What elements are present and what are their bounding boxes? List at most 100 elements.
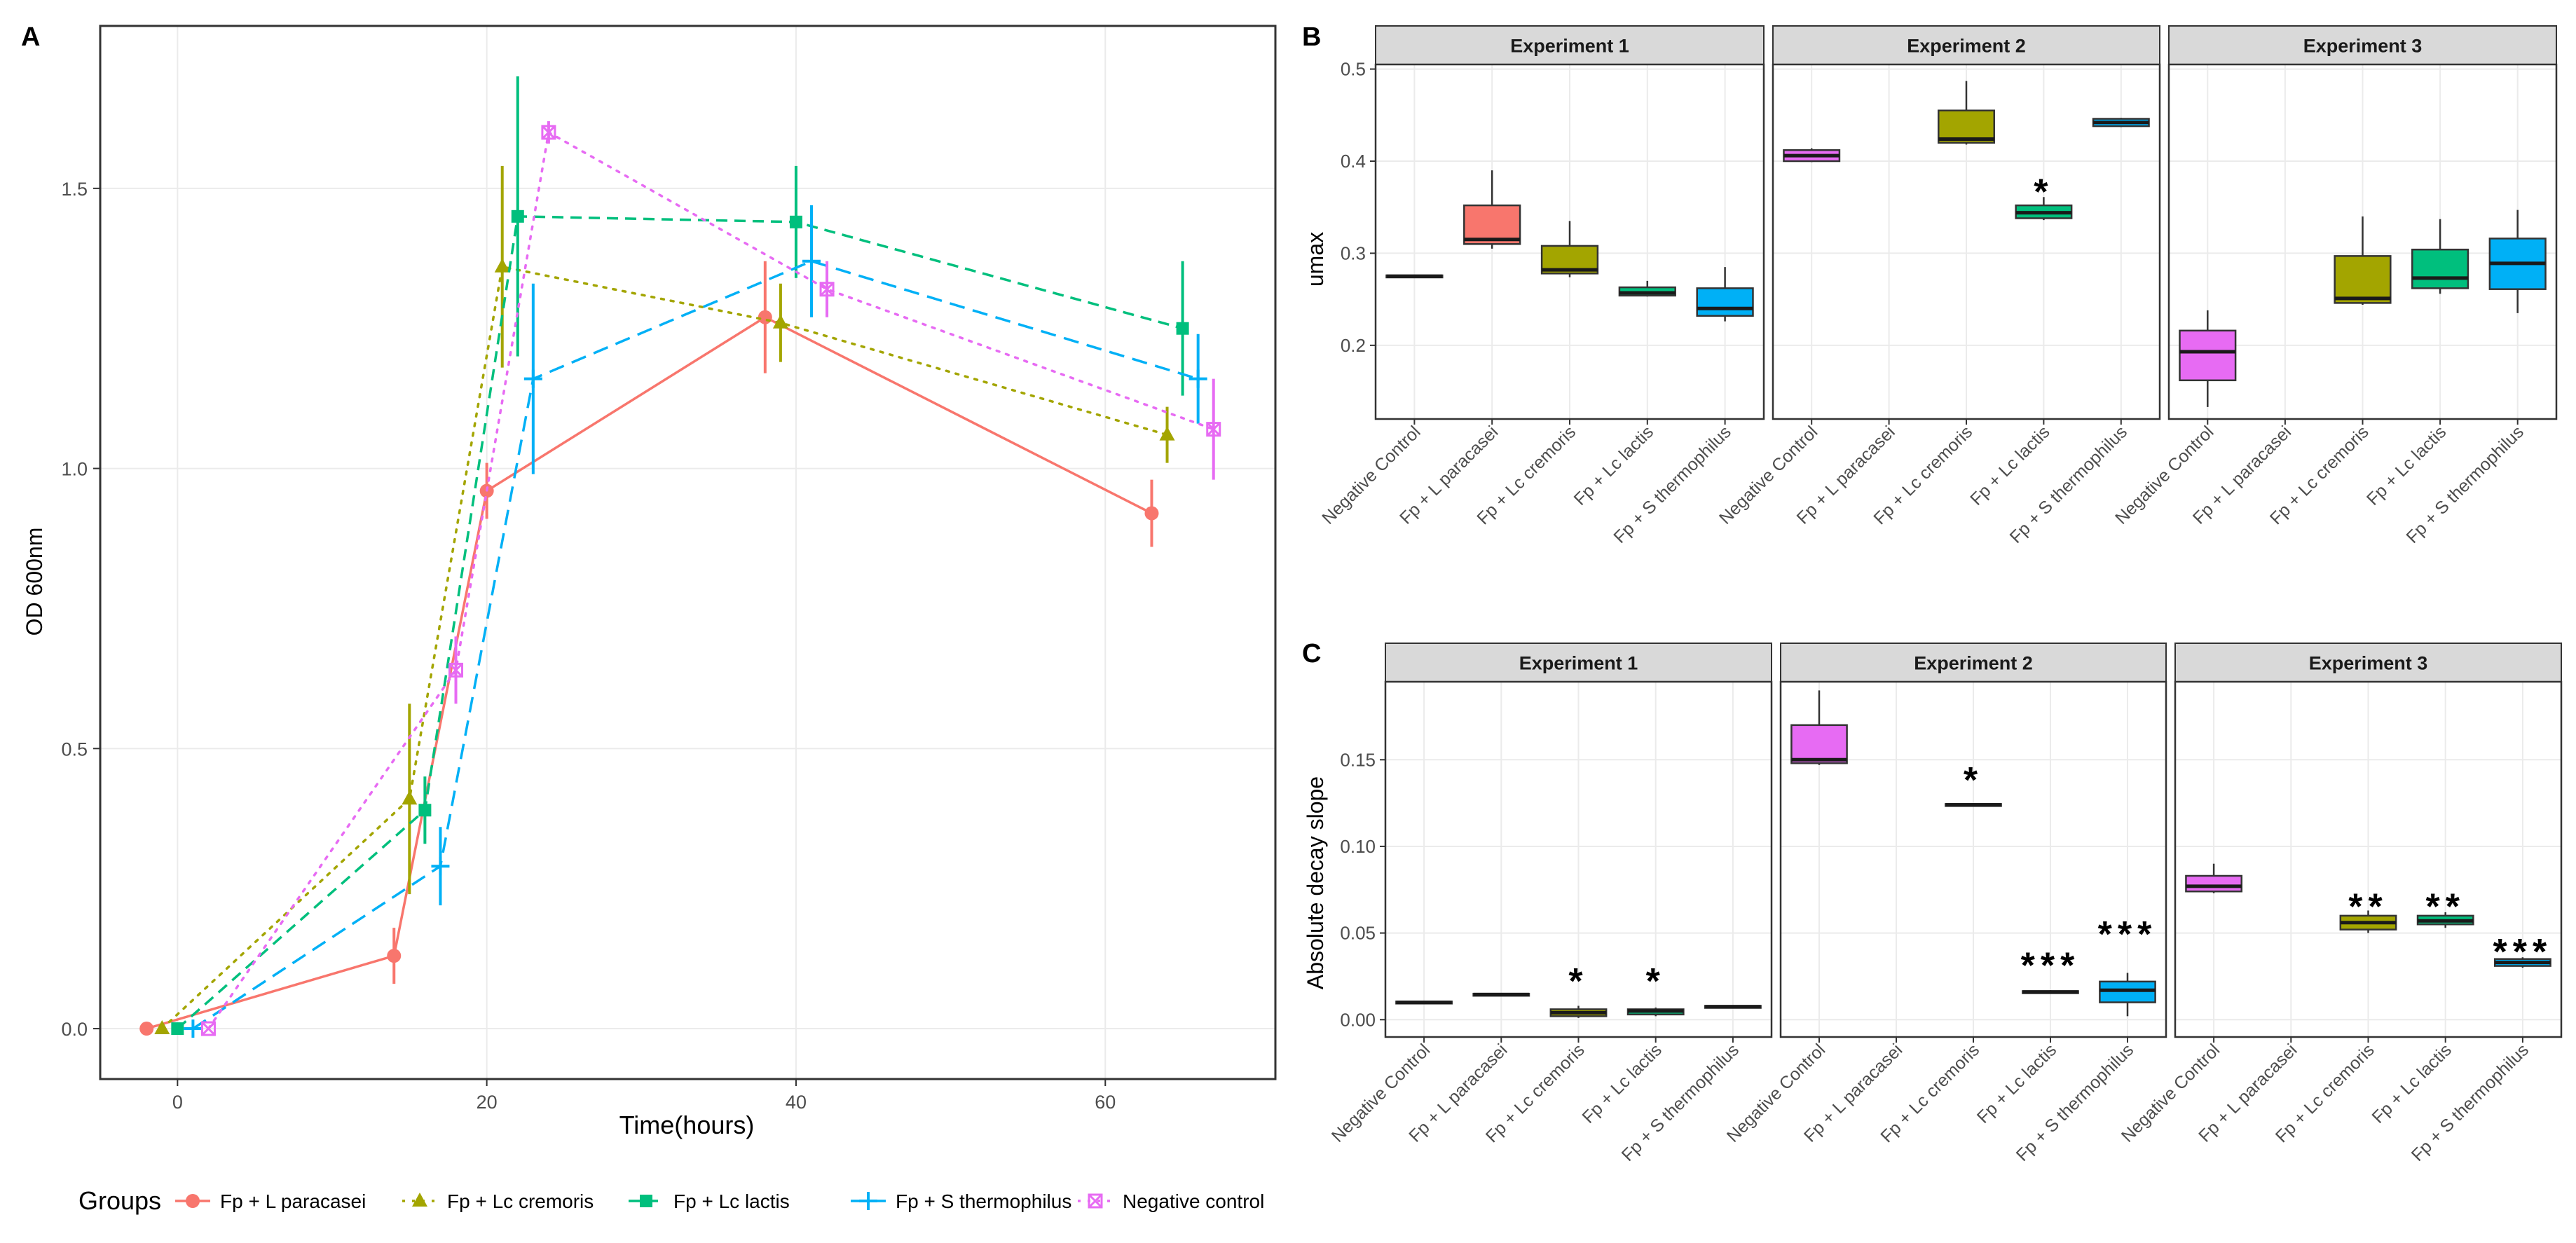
- significance-marker: ***: [2021, 946, 2081, 987]
- panel-c-y-axis-label: Absolute decay slope: [1303, 776, 1328, 989]
- panel-letter-b: B: [1302, 22, 1321, 52]
- data-point: [1144, 506, 1159, 521]
- box-fp-lc-cremoris: [1945, 803, 2002, 807]
- series-fp-s-thermophilus: [184, 205, 1207, 1038]
- x-tick-label: 40: [786, 1092, 807, 1113]
- facet-strip: [2174, 643, 2562, 682]
- facet-strip: [1780, 643, 2167, 682]
- box-fp-lc-lactis: [2416, 912, 2474, 928]
- data-point: [1188, 369, 1207, 388]
- facet-title: Experiment 2: [1907, 36, 2026, 57]
- facet-strip: [2168, 25, 2557, 65]
- y-tick-label: 0.05: [1340, 923, 1376, 944]
- box-fp-s-thermophilus: [2092, 118, 2150, 128]
- box-fp-s-thermophilus: [2493, 957, 2551, 968]
- legend-item-negative-control: Negative control: [1078, 1190, 1264, 1212]
- significance-marker: *: [1568, 961, 1588, 1002]
- data-point: [184, 1019, 203, 1038]
- significance-marker: *: [1964, 760, 1983, 801]
- data-point: [154, 1020, 170, 1035]
- box-negative-control: [1395, 1001, 1453, 1005]
- box-negative-control: [1385, 274, 1444, 279]
- box-fp-lc-cremoris: [2334, 216, 2392, 305]
- box-fp-s-thermophilus: [1696, 267, 1754, 322]
- panel-a-frame: [99, 25, 1277, 1080]
- box-fp-lc-cremoris: [1549, 1005, 1608, 1018]
- box-fp-l-paracasei: [1472, 992, 1530, 997]
- data-point: [802, 252, 821, 270]
- data-point: [494, 258, 510, 273]
- data-point: [387, 949, 402, 963]
- legend-label: Fp + Lc lactis: [673, 1190, 790, 1212]
- panel-a-x-axis-label: Time(hours): [619, 1111, 755, 1139]
- box-fp-s-thermophilus: [2488, 210, 2547, 313]
- y-tick-label: 0.2: [1341, 335, 1366, 356]
- legend-label: Fp + L paracasei: [220, 1190, 366, 1212]
- significance-marker: *: [1646, 961, 1666, 1002]
- facet-title: Experiment 3: [2309, 653, 2428, 674]
- data-point: [819, 282, 835, 297]
- facet-title: Experiment 3: [2303, 36, 2423, 57]
- data-point: [1159, 426, 1175, 441]
- box-body: [1463, 204, 1521, 245]
- panel-a-x-ticks: 0 20 40 60: [172, 1079, 1116, 1113]
- y-tick-label: 0.5: [61, 739, 88, 760]
- legend-label: Negative control: [1123, 1190, 1264, 1212]
- box-fp-lc-cremoris: [1540, 221, 1599, 277]
- legend-marker: [859, 1192, 877, 1210]
- y-tick-label: 1.5: [61, 179, 88, 200]
- series-negative-control: [200, 121, 1221, 1036]
- data-point: [1206, 422, 1221, 437]
- y-tick-label: 0.5: [1341, 59, 1366, 80]
- x-tick-label: 60: [1095, 1092, 1116, 1113]
- x-tick-label: 0: [172, 1092, 183, 1113]
- series-line: [160, 265, 1169, 1030]
- panel-c-y-ticks: 0.00 0.05 0.10 0.15: [1340, 749, 1385, 1030]
- legend-marker: [640, 1195, 652, 1207]
- y-tick-label: 0.00: [1340, 1009, 1376, 1030]
- data-point: [772, 314, 788, 329]
- panel-b-y-axis-label: umax: [1303, 232, 1328, 287]
- legend-label: Fp + Lc cremoris: [447, 1190, 594, 1212]
- significance-marker: **: [2348, 887, 2387, 928]
- y-tick-label: 0.10: [1340, 836, 1376, 857]
- data-point: [402, 790, 418, 805]
- box-negative-control: [2179, 310, 2237, 407]
- box-fp-l-paracasei: [1463, 170, 1521, 249]
- facet-title: Experiment 1: [1519, 653, 1638, 674]
- panel-a-y-axis-label: OD 600nm: [22, 528, 47, 636]
- y-tick-label: 0.0: [61, 1019, 88, 1040]
- data-point: [431, 857, 450, 876]
- legend-label: Fp + S thermophilus: [896, 1190, 1071, 1212]
- panel-a-legend: Groups Fp + L paracasei Fp + Lc cremoris F…: [78, 1186, 1264, 1215]
- series-fp-lc-lactis: [171, 76, 1189, 1036]
- significance-marker: ***: [2493, 932, 2553, 973]
- box-fp-lc-lactis: [2015, 197, 2073, 221]
- data-point: [1176, 322, 1189, 335]
- box-fp-lc-lactis: [2022, 990, 2079, 994]
- data-point: [541, 125, 556, 140]
- panel-a-y-ticks: 0.0 0.5 1.0 1.5: [61, 179, 100, 1040]
- panel-a-line-chart: A 0 20 40 60 0.0 0.5 1.0 1.5 Time(hours) OD 60…: [21, 22, 1277, 1215]
- box-fp-lc-lactis: [2411, 219, 2469, 294]
- legend-marker: [412, 1193, 427, 1207]
- facet-title: Experiment 1: [1510, 36, 1629, 57]
- y-tick-label: 0.4: [1341, 151, 1366, 172]
- y-tick-label: 0.3: [1341, 242, 1366, 263]
- data-point: [789, 215, 802, 228]
- data-point: [758, 310, 772, 324]
- box-body: [2185, 874, 2243, 893]
- box-fp-lc-lactis: [1626, 1007, 1685, 1017]
- box-fp-s-thermophilus: [2099, 973, 2156, 1017]
- data-point: [448, 662, 464, 678]
- legend-title: Groups: [78, 1186, 161, 1215]
- box-body: [2411, 248, 2469, 289]
- legend-item-fp-lc-lactis: Fp + Lc lactis: [629, 1190, 790, 1212]
- data-point: [523, 369, 542, 388]
- legend-marker: [186, 1194, 200, 1208]
- box-negative-control: [1783, 148, 1841, 163]
- y-tick-label: 0.15: [1340, 749, 1376, 770]
- data-point: [171, 1022, 184, 1036]
- box-fp-s-thermophilus: [1704, 1005, 1762, 1009]
